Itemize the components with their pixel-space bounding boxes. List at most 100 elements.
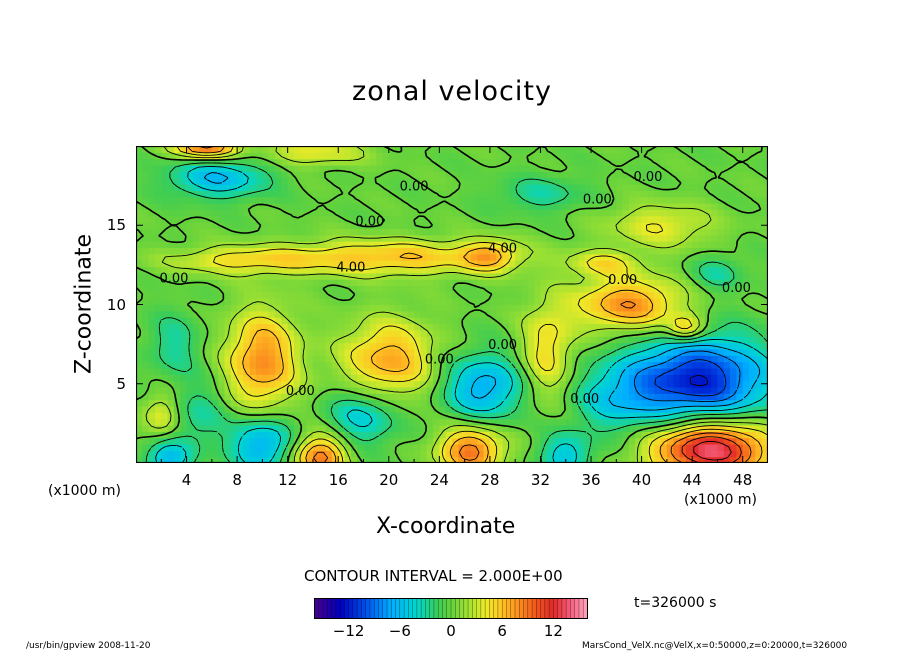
heatmap-cell	[527, 253, 535, 261]
heatmap-cell	[692, 190, 700, 198]
heatmap-cell	[452, 272, 459, 280]
heatmap-cell	[597, 443, 605, 451]
heatmap-cell	[218, 260, 226, 268]
heatmap-cell	[294, 272, 301, 280]
heatmap-cell	[237, 424, 245, 432]
heatmap-cell	[300, 418, 308, 426]
heatmap-cell	[666, 304, 674, 312]
heatmap-cell	[433, 367, 440, 375]
heatmap-cell	[692, 348, 700, 356]
heatmap-cell	[723, 361, 731, 369]
heatmap-cell	[363, 215, 371, 223]
heatmap-cell	[300, 171, 308, 179]
heatmap-cell	[407, 158, 415, 166]
heatmap-cell	[224, 380, 232, 388]
heatmap-cell	[312, 304, 320, 312]
heatmap-cell	[294, 209, 301, 217]
heatmap-cell	[262, 298, 270, 306]
heatmap-cell	[382, 241, 390, 249]
heatmap-cell	[439, 374, 447, 382]
heatmap-cell	[452, 329, 459, 337]
heatmap-cell	[470, 234, 478, 242]
heatmap-cell	[414, 190, 421, 198]
heatmap-cell	[628, 405, 636, 413]
heatmap-cell	[445, 146, 453, 153]
heatmap-cell	[527, 342, 535, 350]
heatmap-cell	[344, 291, 352, 299]
heatmap-cell	[312, 348, 320, 356]
heatmap-cell	[597, 399, 605, 407]
heatmap-cell	[521, 386, 529, 394]
heatmap-cell	[508, 241, 516, 249]
heatmap-cell	[591, 298, 598, 306]
heatmap-cell	[395, 323, 403, 331]
heatmap-cell	[312, 215, 320, 223]
heatmap-cell	[527, 241, 535, 249]
heatmap-cell	[331, 146, 339, 153]
heatmap-cell	[148, 146, 156, 153]
heatmap-cell	[433, 386, 440, 394]
heatmap-cell	[565, 418, 573, 426]
heatmap-cell	[761, 177, 768, 185]
heatmap-cell	[508, 253, 516, 261]
heatmap-cell	[243, 456, 251, 463]
heatmap-cell	[654, 279, 662, 287]
heatmap-cell	[268, 380, 276, 388]
heatmap-cell	[559, 412, 567, 420]
heatmap-cell	[736, 171, 744, 179]
heatmap-cell	[180, 298, 188, 306]
heatmap-cell	[628, 437, 636, 445]
heatmap-cell	[464, 431, 472, 439]
heatmap-cell	[761, 196, 768, 204]
heatmap-cell	[344, 304, 352, 312]
heatmap-cell	[401, 361, 409, 369]
heatmap-cell	[243, 228, 251, 236]
heatmap-cell	[610, 260, 617, 268]
heatmap-cell	[546, 272, 554, 280]
heatmap-cell	[673, 190, 681, 198]
heatmap-cell	[489, 329, 497, 337]
heatmap-cell	[161, 329, 169, 337]
heatmap-cell	[597, 146, 605, 153]
heatmap-cell	[357, 190, 365, 198]
heatmap-cell	[483, 158, 491, 166]
heatmap-cell	[742, 450, 750, 458]
heatmap-cell	[180, 272, 188, 280]
heatmap-cell	[230, 158, 238, 166]
heatmap-cell	[376, 285, 384, 293]
heatmap-cell	[312, 253, 320, 261]
heatmap-cell	[173, 279, 181, 287]
heatmap-cell	[584, 380, 592, 388]
heatmap-cell	[534, 196, 542, 204]
heatmap-cell	[666, 393, 674, 401]
heatmap-cell	[180, 196, 188, 204]
heatmap-cell	[230, 298, 238, 306]
heatmap-cell	[610, 355, 617, 363]
heatmap-cell	[704, 158, 712, 166]
heatmap-cell	[173, 386, 181, 394]
heatmap-cell	[161, 222, 169, 230]
heatmap-cell	[420, 165, 428, 172]
heatmap-cell	[287, 272, 295, 280]
heatmap-cell	[698, 437, 706, 445]
heatmap-cell	[603, 399, 611, 407]
heatmap-cell	[199, 443, 207, 451]
heatmap-cell	[281, 234, 289, 242]
heatmap-cell	[363, 165, 371, 172]
heatmap-cell	[654, 424, 662, 432]
heatmap-cell	[508, 329, 516, 337]
heatmap-cell	[363, 228, 371, 236]
heatmap-cell	[294, 456, 301, 463]
heatmap-cell	[199, 355, 207, 363]
heatmap-cell	[540, 323, 548, 331]
heatmap-cell	[357, 374, 365, 382]
heatmap-cell	[426, 272, 434, 280]
heatmap-cell	[698, 361, 706, 369]
heatmap-cell	[281, 215, 289, 223]
heatmap-cell	[205, 260, 213, 268]
heatmap-cell	[761, 279, 768, 287]
heatmap-cell	[711, 260, 719, 268]
heatmap-cell	[426, 260, 434, 268]
heatmap-cell	[628, 412, 636, 420]
heatmap-cell	[224, 355, 232, 363]
